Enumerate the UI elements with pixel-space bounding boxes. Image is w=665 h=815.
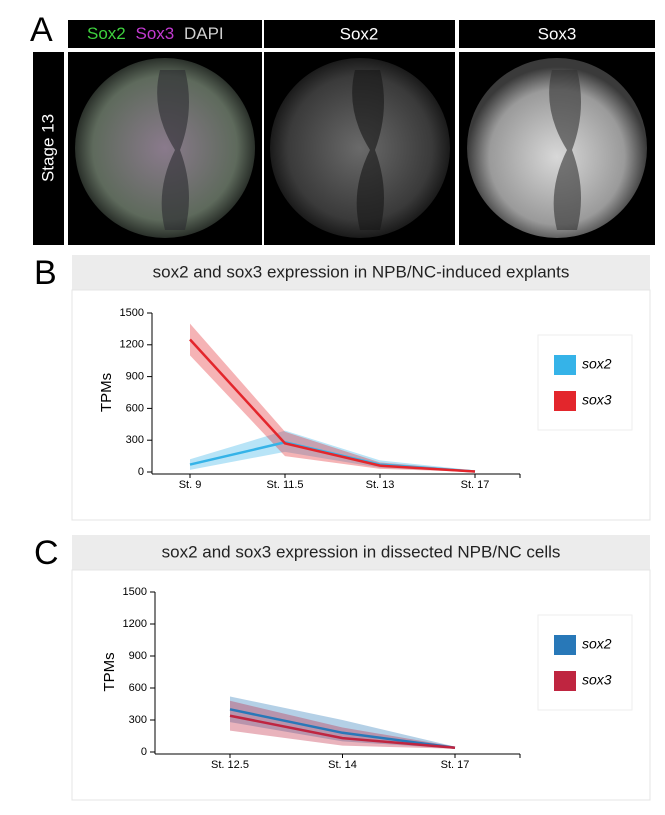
y-tick-label: 1500: [120, 307, 144, 319]
x-tick-label: St. 17: [441, 759, 470, 771]
series-line: [229, 714, 456, 749]
legend-label: sox2: [582, 356, 612, 372]
row-bar: [33, 52, 64, 245]
header-label: Sox3: [135, 24, 174, 43]
legend-swatch: [554, 391, 576, 411]
title-bar: [72, 255, 650, 290]
x-tick-label: St. 14: [328, 759, 357, 771]
y-tick-label: 600: [126, 402, 144, 414]
chart-title: sox2 and sox3 expression in dissected NP…: [162, 542, 561, 561]
x-tick-label: St. 11.5: [266, 479, 303, 491]
y-tick-label: 1200: [120, 339, 144, 351]
y-axis-label: TPMs: [101, 652, 118, 691]
y-tick-label: 300: [129, 714, 147, 726]
y-tick-label: 1500: [123, 586, 147, 598]
header-text: Sox2 Sox3 DAPI: [87, 24, 224, 43]
header-label: Sox2: [87, 24, 126, 43]
embryo: [75, 58, 255, 238]
y-tick-label: 1200: [123, 618, 147, 630]
chart-title: sox2 and sox3 expression in NPB/NC-induc…: [153, 262, 570, 281]
y-tick-label: 0: [141, 746, 147, 758]
y-axis-label: TPMs: [98, 373, 115, 412]
row-label: Stage 13: [38, 114, 57, 182]
header-bar: [459, 20, 655, 48]
confidence-band: [230, 696, 455, 749]
confidence-band: [190, 430, 475, 472]
legend-swatch: [554, 671, 576, 691]
title-bar: [72, 535, 650, 570]
x-tick-label: St. 17: [461, 479, 490, 491]
series-line: [189, 338, 476, 473]
x-tick-label: St. 9: [179, 479, 202, 491]
header-label: DAPI: [184, 24, 224, 43]
y-tick-label: 900: [126, 371, 144, 383]
panel-label: C: [34, 534, 59, 572]
legend-label: sox3: [582, 392, 612, 408]
embryo: [467, 58, 647, 238]
x-tick-label: St. 12.5: [211, 759, 249, 771]
panel-label: A: [30, 11, 53, 49]
confidence-band: [190, 323, 475, 472]
y-tick-label: 300: [126, 434, 144, 446]
legend-swatch: [554, 355, 576, 375]
legend-box: [537, 334, 633, 431]
y-tick-label: 900: [129, 650, 147, 662]
legend-label: sox3: [582, 672, 612, 688]
neural-plate: [157, 70, 189, 230]
confidence-band: [230, 700, 455, 749]
x-tick-label: St. 13: [366, 479, 395, 491]
y-tick-label: 600: [129, 682, 147, 694]
header-bar: [264, 20, 455, 48]
legend-box: [537, 614, 633, 711]
embryo: [270, 58, 450, 238]
column-title: Sox2: [340, 24, 379, 43]
legend-label: sox2: [582, 636, 612, 652]
series-line: [229, 708, 456, 749]
panel-label: B: [34, 254, 57, 292]
column-title: Sox3: [538, 24, 577, 43]
neural-plate: [352, 70, 384, 230]
neural-plate: [549, 70, 581, 230]
y-tick-label: 0: [138, 466, 144, 478]
header-bar: [68, 20, 262, 48]
legend-swatch: [554, 635, 576, 655]
